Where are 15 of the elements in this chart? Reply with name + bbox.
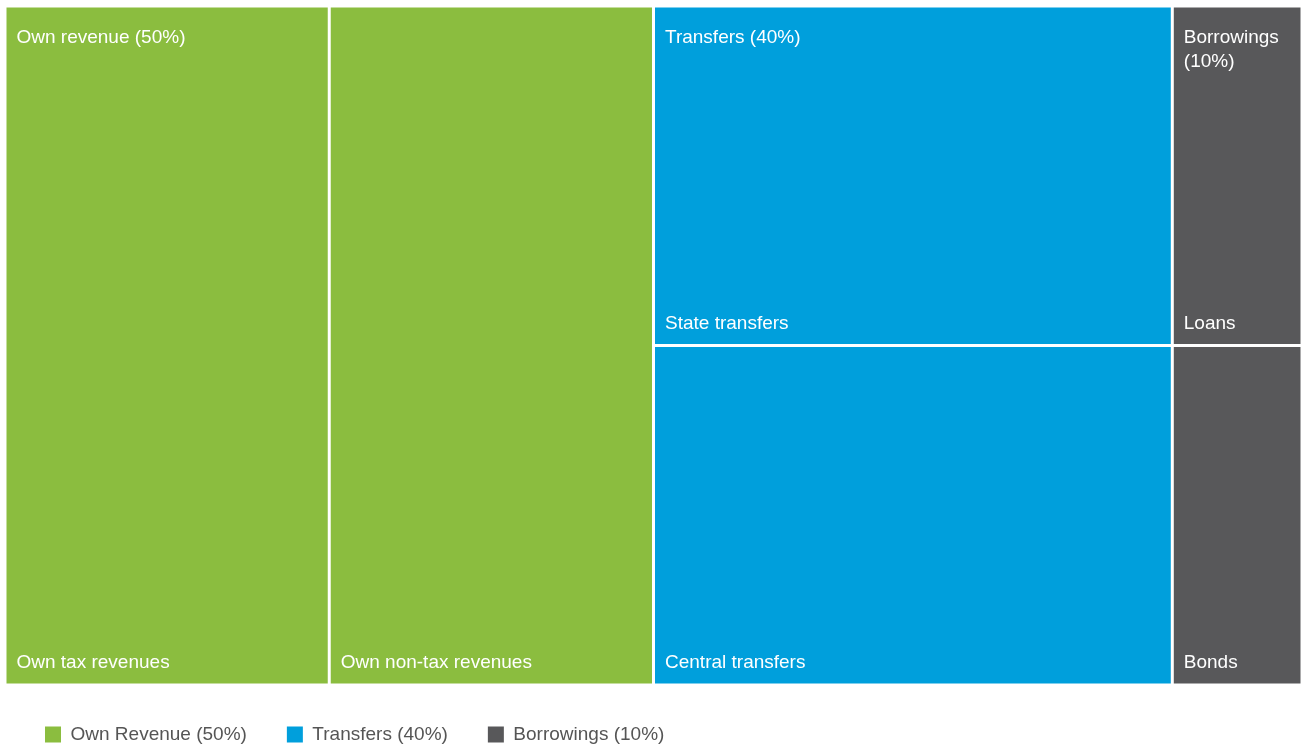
text: State transfers bbox=[665, 311, 789, 333]
text: Own non-tax revenues bbox=[340, 651, 532, 673]
text: Bonds bbox=[1183, 651, 1238, 673]
legend-label: Borrowings (10%) bbox=[513, 722, 665, 744]
data-label: (40%) bbox=[749, 25, 801, 47]
legend-label: Transfers (40%) bbox=[312, 722, 448, 744]
text: Loans bbox=[1183, 311, 1236, 333]
category-label: Borrowings bbox=[1183, 25, 1279, 47]
data-label: (50%) bbox=[134, 25, 186, 47]
legend-label: Own Revenue (50%) bbox=[70, 722, 247, 744]
data-label: (10%) bbox=[1183, 49, 1235, 71]
text: Own tax revenues bbox=[16, 651, 170, 673]
category-label: Own revenue bbox=[16, 25, 130, 47]
category-label: Transfers bbox=[665, 25, 745, 47]
text: Central transfers bbox=[665, 651, 806, 673]
